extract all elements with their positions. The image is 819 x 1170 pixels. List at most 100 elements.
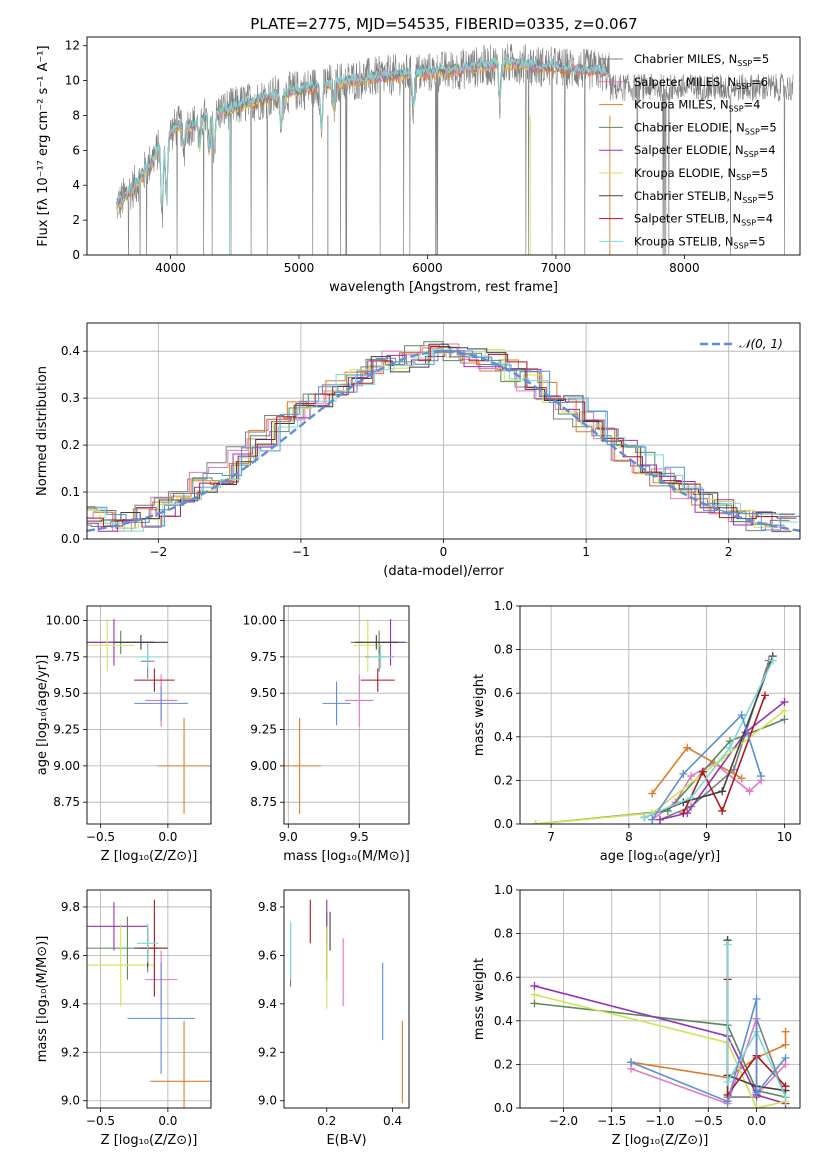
weight-vs-metallicity-plot: −2.0 −1.5 −1.0 −0.5 0.0 0.0 0.2 0.4 0.6 0.8 1.0 Z [… bbox=[472, 883, 801, 1148]
y-tick-label: 9.8 bbox=[61, 900, 80, 914]
histogram-step-line bbox=[87, 348, 799, 532]
y-tick-label: 10.00 bbox=[46, 614, 80, 628]
y-tick-label: 9.75 bbox=[250, 650, 277, 664]
x-tick-label: 0 bbox=[440, 545, 448, 559]
x-tick-label: 6000 bbox=[412, 261, 443, 275]
histogram-step-line bbox=[87, 350, 792, 533]
age-vs-metallicity-plot: −0.5 0.0 8.75 9.00 9.25 9.50 9.75 10.00 Z [log₁₀… bbox=[35, 605, 212, 864]
histogram-step-line bbox=[87, 346, 785, 532]
legend-label: Salpeter MILES, NSSP=6 bbox=[634, 75, 768, 91]
weight-point-marker bbox=[745, 787, 754, 796]
y-tick-label: 8 bbox=[72, 108, 80, 122]
weight-point-marker bbox=[698, 767, 707, 776]
x-axis-label: mass [log₁₀(M/M⊙)] bbox=[283, 849, 410, 864]
axes-frame bbox=[86, 322, 801, 540]
weight-point-marker bbox=[780, 706, 789, 715]
y-tick-label: 9.2 bbox=[258, 1045, 277, 1059]
y-tick-label: 1.0 bbox=[494, 599, 513, 613]
weight-point-marker bbox=[679, 809, 688, 818]
x-tick-label: −2.0 bbox=[549, 1114, 578, 1128]
x-axis-label: Z [log₁₀(Z/Z⊙)] bbox=[101, 849, 198, 864]
y-axis-label: mass [log₁₀(M/M⊙)] bbox=[35, 936, 50, 1063]
y-tick-label: 8.75 bbox=[53, 795, 80, 809]
gaussian-curve-line bbox=[87, 350, 800, 532]
histogram-step-line bbox=[87, 343, 787, 532]
x-tick-label: 0.0 bbox=[158, 1114, 177, 1128]
weight-point-marker bbox=[687, 793, 696, 802]
y-tick-label: 2 bbox=[72, 213, 80, 227]
weight-series-line bbox=[651, 713, 762, 821]
y-axis-label: Flux [fλ 10⁻¹⁷ erg cm⁻² s⁻¹ A⁻¹] bbox=[36, 45, 51, 246]
x-axis-label: Z [log₁₀(Z/Z⊙)] bbox=[101, 1133, 198, 1148]
mass-vs-metallicity-plot: −0.5 0.0 9.0 9.2 9.4 9.6 9.8 Z [log₁₀(Z/Z⊙)] mas… bbox=[35, 889, 212, 1148]
weight-vs-age-plot: 7 8 9 10 0.0 0.2 0.4 0.6 0.8 1.0 age [log₁₀(age/yr… bbox=[472, 599, 801, 864]
legend-label: Salpeter STELIB, NSSP=4 bbox=[634, 212, 773, 228]
spectrum-plot: 4000 5000 6000 7000 8000 0 2 4 6 8 10 12 wavelength … bbox=[36, 36, 801, 295]
weight-point-marker bbox=[726, 743, 734, 752]
y-tick-label: 9.6 bbox=[61, 948, 80, 962]
y-tick-label: 9.25 bbox=[250, 723, 277, 737]
x-axis-label: age [log₁₀(age/yr)] bbox=[600, 849, 721, 864]
weight-point-marker bbox=[781, 1093, 790, 1102]
y-tick-label: 9.2 bbox=[61, 1045, 80, 1059]
y-tick-label: 0.6 bbox=[494, 970, 513, 984]
legend-label: Chabrier STELIB, NSSP=5 bbox=[634, 189, 774, 205]
axes-frame bbox=[283, 889, 410, 1109]
weight-point-marker bbox=[656, 815, 664, 824]
legend-label: Chabrier MILES, NSSP=5 bbox=[634, 52, 769, 68]
age-vs-mass-plot: 9.0 9.5 8.75 9.00 9.25 9.50 9.75 10.00 mass [log… bbox=[243, 605, 410, 864]
y-tick-label: 0.2 bbox=[61, 438, 80, 452]
x-tick-label: 7000 bbox=[541, 261, 572, 275]
weight-point-marker bbox=[530, 999, 539, 1008]
y-axis-label: mass weight bbox=[472, 958, 487, 1040]
weight-point-marker bbox=[530, 981, 539, 990]
weight-point-marker bbox=[723, 1077, 732, 1086]
residual-histogram-plot: −2 −1 0 1 2 0.0 0.1 0.2 0.3 0.4 (data-model)/error… bbox=[35, 322, 801, 579]
weight-point-marker bbox=[530, 990, 539, 999]
y-tick-label: 9.0 bbox=[61, 1094, 80, 1108]
x-tick-label: −1.5 bbox=[597, 1114, 626, 1128]
legend-label: Salpeter ELODIE, NSSP=4 bbox=[634, 143, 776, 159]
y-axis-label: mass weight bbox=[472, 674, 487, 756]
y-tick-label: 9.50 bbox=[53, 686, 80, 700]
mass-vs-extinction-plot: 0.2 0.4 9.0 9.2 9.4 9.6 9.8 E(B-V) bbox=[258, 889, 410, 1148]
weight-series-line bbox=[535, 710, 785, 824]
x-tick-label: 9.5 bbox=[350, 830, 369, 844]
figure-title: PLATE=2775, MJD=54535, FIBERID=0335, z=0… bbox=[250, 15, 637, 33]
x-tick-label: 0.0 bbox=[158, 830, 177, 844]
x-tick-label: 7 bbox=[547, 830, 555, 844]
weight-point-marker bbox=[780, 715, 789, 724]
x-tick-label: 0.2 bbox=[317, 1114, 336, 1128]
weight-point-marker bbox=[737, 711, 746, 719]
model-spectrum-line bbox=[116, 56, 608, 210]
weight-point-marker bbox=[737, 774, 746, 783]
x-tick-label: 0.0 bbox=[747, 1114, 766, 1128]
x-axis-label: (data-model)/error bbox=[383, 564, 504, 579]
weight-series-line bbox=[682, 695, 766, 814]
y-tick-label: 1.0 bbox=[494, 883, 513, 897]
histogram-step-line bbox=[87, 341, 790, 529]
y-tick-label: 0.4 bbox=[494, 1014, 513, 1028]
y-tick-label: 0.8 bbox=[494, 643, 513, 657]
weight-point-marker bbox=[683, 743, 692, 752]
x-tick-label: 9.0 bbox=[279, 830, 298, 844]
axes-frame bbox=[519, 605, 801, 825]
weight-point-marker bbox=[531, 820, 540, 824]
weight-point-marker bbox=[679, 769, 688, 778]
y-tick-label: 0.3 bbox=[61, 391, 80, 405]
x-tick-label: 2 bbox=[725, 545, 733, 559]
legend-label: Kroupa ELODIE, NSSP=5 bbox=[634, 166, 768, 182]
y-tick-label: 4 bbox=[72, 178, 80, 192]
weight-series-line bbox=[726, 944, 787, 1098]
x-tick-label: −2 bbox=[149, 545, 167, 559]
weight-series-line bbox=[644, 660, 774, 819]
y-tick-label: 0.2 bbox=[494, 773, 513, 787]
x-tick-label: 5000 bbox=[284, 261, 315, 275]
y-tick-label: 9.0 bbox=[258, 1094, 277, 1108]
y-tick-label: 10 bbox=[65, 74, 80, 88]
y-tick-label: 0.0 bbox=[494, 817, 513, 831]
weight-point-marker bbox=[781, 1027, 790, 1036]
weight-point-marker bbox=[648, 789, 657, 798]
x-tick-label: −1.0 bbox=[645, 1114, 674, 1128]
